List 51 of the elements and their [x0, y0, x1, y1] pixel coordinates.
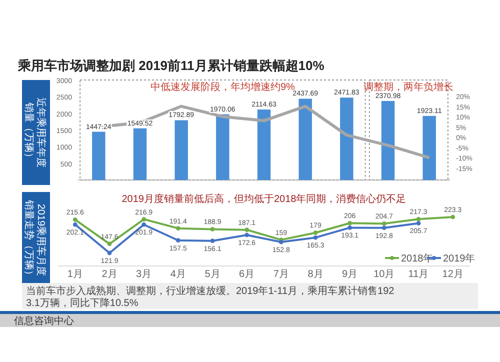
bar — [257, 110, 271, 180]
bar — [174, 120, 188, 180]
text: 信息咨询中心 — [14, 315, 74, 327]
x-tick-label: 3月 — [136, 269, 152, 280]
x-tick-label: 2月 — [102, 269, 118, 280]
point — [176, 226, 180, 231]
legend-label: 2019年 — [443, 252, 476, 264]
point — [142, 217, 146, 222]
bar — [422, 116, 436, 180]
point — [107, 242, 112, 246]
x-tick-label: 12月 — [442, 269, 464, 280]
x-tick-label: 7月 — [273, 269, 289, 280]
bar — [381, 100, 395, 180]
x-tick-label: 10月 — [374, 269, 395, 280]
x-tick-label: 4月 — [170, 269, 186, 280]
x-tick-label: 6月 — [239, 269, 255, 280]
point — [176, 238, 180, 243]
chart-title: 2019月度销量前低后高，但均低于2018年同期，消费信心仍不足 — [122, 193, 406, 205]
bar — [133, 128, 147, 180]
x-tick-label: 9月 — [342, 269, 358, 280]
bar — [298, 98, 312, 180]
point — [382, 226, 386, 230]
point — [348, 226, 352, 230]
point — [348, 220, 352, 226]
x-tick-label: 5月 — [204, 269, 220, 280]
point — [210, 238, 215, 244]
point — [416, 216, 421, 222]
y-axis-title: 2019乘用车月度销量走势（万辆） — [23, 199, 47, 280]
point — [72, 218, 78, 222]
bar — [92, 132, 106, 180]
point — [244, 232, 250, 238]
annotation: 中低速发展阶段，年均增速约9% — [150, 81, 295, 93]
point — [142, 222, 146, 227]
bar — [340, 98, 354, 180]
point — [450, 214, 456, 220]
text: 当前车市步入成熟期、调整期，行业增速放缓。2019年1-11月，乘用车累计销售1923.1万辆，同比下降10.5% — [26, 285, 395, 309]
y-axis-title: 近年乘用车年度销量（万辆） — [23, 98, 47, 168]
point — [244, 228, 250, 232]
point — [382, 221, 386, 226]
point — [313, 235, 318, 240]
point — [416, 221, 421, 226]
point — [72, 222, 78, 227]
point — [313, 230, 318, 235]
x-tick-label: 1月 — [67, 269, 83, 280]
point — [107, 250, 112, 256]
annotation: 调整期，两年负增长 — [364, 81, 454, 93]
bar — [216, 114, 230, 180]
x-tick-label: 8月 — [308, 269, 324, 280]
chart-title: 乘用车市场调整加剧 2019前11月累计销量跌幅超10% — [17, 58, 325, 73]
point — [210, 227, 215, 232]
x-tick-label: 11月 — [408, 269, 429, 280]
